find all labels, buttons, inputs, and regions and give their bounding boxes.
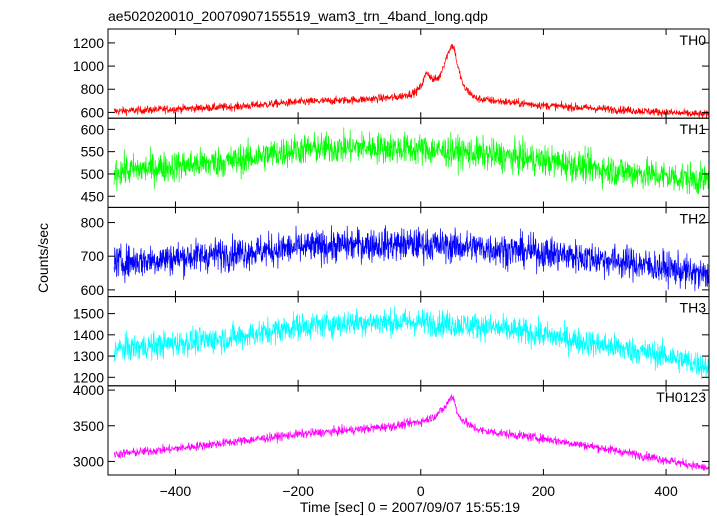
panel-th2: 600 700 800 TH2 [81, 206, 710, 298]
series-trace-th1 [113, 127, 710, 197]
x-tick-labels: −400 −200 0 200 400 [160, 483, 678, 499]
y-tick-label: 1200 [73, 35, 104, 51]
y-tick-label: 550 [81, 144, 105, 160]
series-trace-th0 [113, 43, 710, 119]
series-trace-th0123 [113, 394, 710, 471]
y-tick-label: 800 [81, 215, 105, 231]
panel-th0: 600 800 1000 1200 TH0 [73, 28, 710, 120]
x-tick-label: −200 [282, 483, 314, 499]
panel-label: TH0123 [656, 389, 706, 405]
y-tick-label: 1500 [73, 306, 104, 322]
y-tick-label: 600 [81, 282, 105, 298]
y-tick-label: 700 [81, 248, 105, 264]
y-tick-label: 450 [81, 188, 105, 204]
y-tick-label: 1200 [73, 369, 104, 385]
x-tick-label: 200 [532, 483, 556, 499]
panels: 600 800 1000 1200 TH0 450 500 550 600 TH1 600 700 80… [73, 28, 710, 476]
y-axis-title: Counts/sec [35, 223, 51, 293]
y-tick-label: 1000 [73, 58, 104, 74]
y-tick-label: 600 [81, 121, 105, 137]
y-tick-label: 600 [81, 104, 105, 120]
panel-th1: 450 500 550 600 TH1 [81, 117, 710, 208]
panel-label: TH3 [680, 300, 707, 316]
series-trace-th2 [113, 225, 710, 292]
x-axis-title: Time [sec] 0 = 2007/09/07 15:55:19 [300, 499, 520, 515]
panel-label: TH0 [680, 32, 707, 48]
panel-label: TH1 [680, 121, 707, 137]
panel-label: TH2 [680, 210, 707, 226]
panel-frame [107, 385, 710, 476]
panel-th3: 1200 1300 1400 1500 TH3 [73, 296, 710, 387]
x-tick-label: −400 [160, 483, 192, 499]
y-tick-label: 3000 [73, 453, 104, 469]
y-tick-label: 500 [81, 166, 105, 182]
y-tick-label: 1400 [73, 327, 104, 343]
y-tick-label: 800 [81, 81, 105, 97]
series-trace-th3 [113, 305, 710, 380]
x-tick-label: 400 [654, 483, 678, 499]
panel-frame [107, 28, 710, 119]
x-tick-label: 0 [417, 483, 425, 499]
chart-title: ae502020010_20070907155519_wam3_trn_4ban… [108, 8, 488, 24]
y-tick-label: 3500 [73, 418, 104, 434]
panel-frame [107, 206, 710, 298]
y-tick-label: 1300 [73, 348, 104, 364]
panel-th0123: 3000 3500 4000 TH0123 [73, 382, 710, 476]
y-tick-label: 4000 [73, 382, 104, 398]
